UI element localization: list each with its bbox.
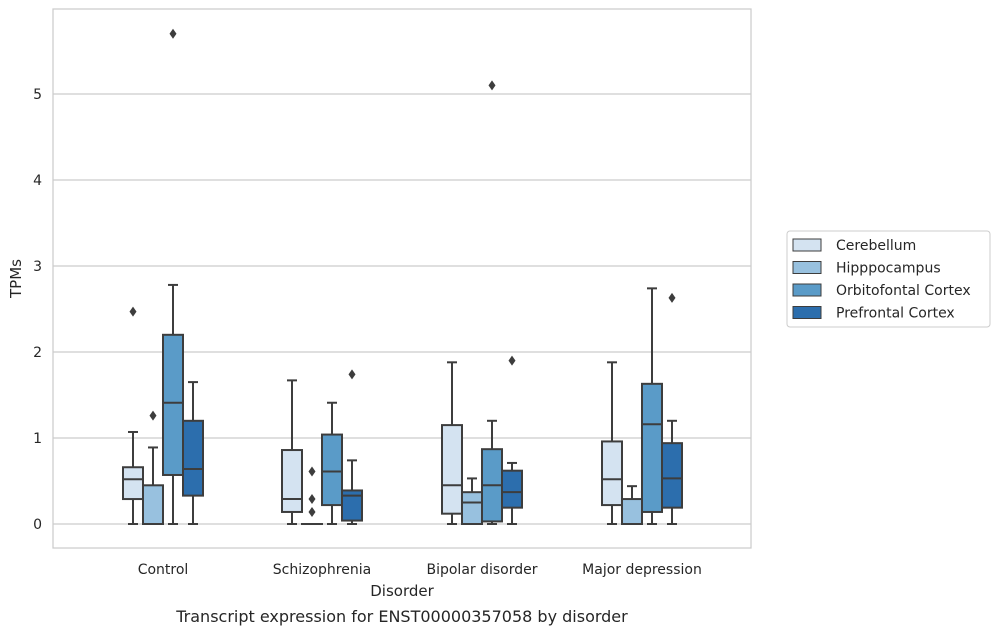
box-body xyxy=(601,440,623,507)
plot-frame xyxy=(52,8,752,549)
box-orbitofontal-cortex xyxy=(641,287,663,525)
box-body xyxy=(321,433,343,507)
outlier-point xyxy=(308,506,316,517)
box-cerebellum xyxy=(281,379,303,525)
legend-label: Cerebellum xyxy=(836,238,916,254)
box-orbitofontal-cortex xyxy=(321,401,343,525)
x-axis-label: Disorder xyxy=(370,582,434,600)
box-prefrontal-cortex xyxy=(501,355,523,525)
box-orbitofontal-cortex xyxy=(162,28,184,525)
outlier-point xyxy=(668,292,676,303)
y-tick-label: 3 xyxy=(33,259,42,275)
box-body xyxy=(641,382,663,513)
outlier-point xyxy=(149,410,157,421)
x-tick-label: Bipolar disorder xyxy=(426,562,537,578)
box-orbitofontal-cortex xyxy=(481,80,503,525)
box-hipppocampus xyxy=(142,410,164,525)
box-hipppocampus xyxy=(461,477,483,525)
y-tick-label: 5 xyxy=(33,87,42,103)
chart-caption: Transcript expression for ENST0000035705… xyxy=(175,607,628,626)
legend-swatch xyxy=(792,238,822,252)
x-tick-label: Schizophrenia xyxy=(273,562,371,578)
outlier-point xyxy=(508,355,516,366)
box-body xyxy=(661,442,683,509)
box-body xyxy=(162,333,184,476)
outlier-point xyxy=(348,369,356,380)
box-hipppocampus xyxy=(301,466,323,526)
legend-label: Orbitofontal Cortex xyxy=(836,283,971,299)
x-tick-label: Major depression xyxy=(582,562,702,578)
x-tick-labels: Control Schizophrenia Bipolar disorder Majo… xyxy=(138,562,702,578)
boxes-layer xyxy=(122,28,683,526)
box-body xyxy=(182,419,204,497)
legend-label: Hipppocampus xyxy=(836,261,941,277)
outlier-point xyxy=(488,80,496,91)
box-cerebellum xyxy=(122,306,144,525)
legend-label: Prefrontal Cortex xyxy=(836,306,955,322)
legend-frame xyxy=(786,230,991,328)
y-tick-label: 0 xyxy=(33,517,42,533)
box-hipppocampus xyxy=(621,485,643,525)
y-tick-label: 1 xyxy=(33,431,42,447)
outlier-point xyxy=(129,306,137,317)
box-body xyxy=(122,466,144,501)
legend: Cerebellum Hipppocampus Orbitofontal Corte… xyxy=(786,230,991,328)
box-prefrontal-cortex xyxy=(182,381,204,525)
box-cerebellum xyxy=(601,361,623,525)
box-body xyxy=(461,491,483,525)
legend-swatch xyxy=(792,306,822,319)
box-body xyxy=(501,469,523,509)
box-prefrontal-cortex xyxy=(341,369,363,525)
box-body xyxy=(281,449,303,513)
y-tick-label: 2 xyxy=(33,345,42,361)
y-tick-label: 4 xyxy=(33,173,42,189)
box-body xyxy=(621,498,643,525)
legend-swatch xyxy=(792,261,822,274)
x-tick-label: Control xyxy=(138,562,189,578)
box-body xyxy=(341,489,363,522)
box-body xyxy=(441,424,463,515)
outlier-point xyxy=(308,494,316,505)
box-body xyxy=(142,484,164,525)
y-tick-labels: 0 1 2 3 4 5 xyxy=(33,87,42,533)
box-cerebellum xyxy=(441,361,463,525)
y-axis-label: TPMs xyxy=(7,259,25,299)
outlier-point xyxy=(169,28,177,39)
legend-swatch xyxy=(792,283,822,297)
outlier-point xyxy=(308,466,316,477)
box-prefrontal-cortex xyxy=(661,292,683,525)
